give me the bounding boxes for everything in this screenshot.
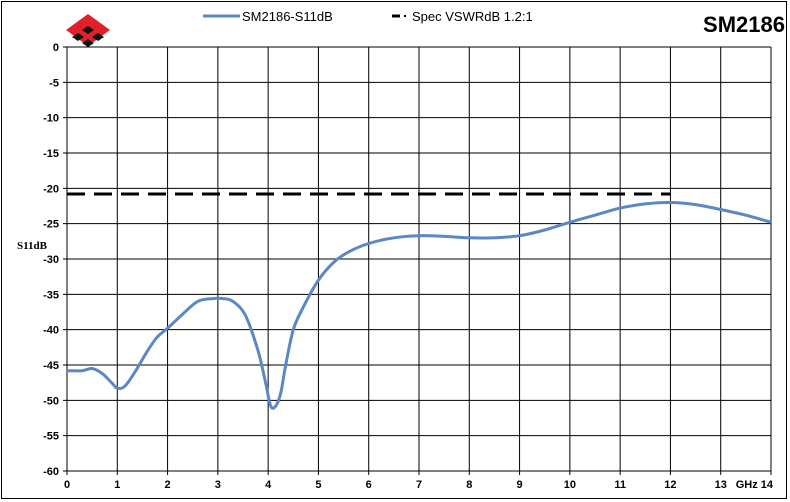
y-tick-label: -35 [43,289,59,301]
y-tick-label: 0 [53,42,59,54]
legend-label-spec: Spec VSWRdB 1.2:1 [412,9,533,24]
x-tick-label: 13 [715,479,727,491]
x-tick-label: 1 [114,479,120,491]
y-tick-label: -15 [43,148,59,160]
y-tick-label: -60 [43,466,59,478]
y-tick-labels: 0 -5 -10 -15 -20 -25 -30 -35 -40 -45 -50 -55 -60 [43,42,59,478]
x-tick-label: GHz 14 [736,479,774,491]
x-tick-label: 11 [614,479,626,491]
x-tick-label: 10 [564,479,576,491]
x-tick-label: 4 [265,479,272,491]
x-tick-labels: 0 1 2 3 4 5 6 7 8 9 10 11 12 13 GHz 14 [64,479,774,491]
y-tick-label: -45 [43,360,59,372]
x-tick-label: 0 [64,479,70,491]
x-tick-label: 8 [466,479,472,491]
x-tick-label: 6 [366,479,372,491]
y-tick-label: -20 [43,183,59,195]
x-tick-label: 9 [517,479,523,491]
y-tick-label: -55 [43,431,59,443]
grid [63,46,772,475]
x-tick-label: 5 [315,479,321,491]
company-logo [66,14,110,47]
x-tick-label: 2 [165,479,171,491]
y-tick-label: -40 [43,325,59,337]
x-tick-label: 7 [416,479,422,491]
y-tick-label: -25 [43,219,59,231]
x-tick-label: 3 [215,479,221,491]
y-tick-label: -50 [43,395,59,407]
y-axis-title: S11dB [17,240,48,252]
series-layer [66,192,772,410]
y-tick-label: -30 [43,254,59,266]
x-tick-label: 12 [664,479,676,491]
y-tick-label: -5 [49,77,59,89]
y-tick-label: -10 [43,113,59,125]
series-line-s11 [66,200,772,410]
chart-title: SM2186 [703,12,785,37]
legend-label-s11: SM2186-S11dB [242,9,333,24]
legend: SM2186-S11dB Spec VSWRdB 1.2:1 [203,9,533,24]
